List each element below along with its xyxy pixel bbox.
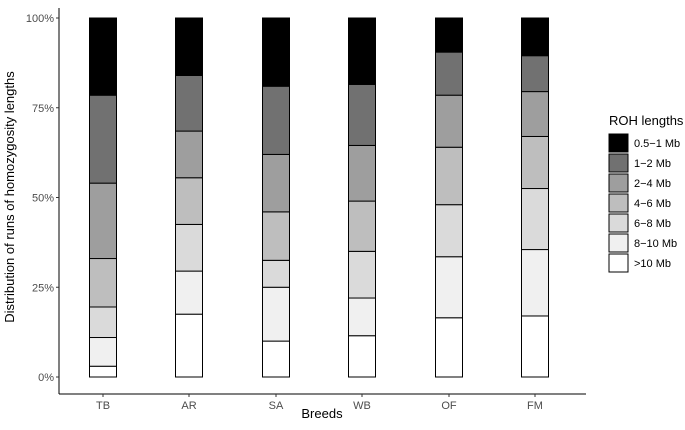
legend-key (608, 233, 629, 253)
bar-segment-wb-5 (348, 83, 376, 146)
y-tick-label: 25% (32, 282, 54, 294)
legend-title: ROH lengths (609, 113, 684, 128)
legend: ROH lengths 0.5−1 Mb 1−2 Mb 2−4 Mb 4−6 Mb 6−8… (608, 113, 684, 273)
legend-key (608, 173, 629, 193)
legend-key (608, 133, 629, 153)
bar-segment-wb-4 (348, 144, 376, 202)
x-tick-label-sa: SA (269, 400, 284, 412)
bar-segment-of-3 (435, 146, 463, 206)
x-tick-label-wb: WB (353, 400, 371, 412)
legend-key (608, 253, 629, 273)
axes-layer: 0% 25% 50% 75% 100% TB AR SA WB OF FM (26, 8, 586, 412)
legend-key (608, 213, 629, 233)
bars-layer (89, 17, 549, 378)
bar-segment-tb-3 (89, 258, 117, 308)
bar-segment-sa-2 (262, 259, 290, 288)
bar-segment-wb-2 (348, 250, 376, 299)
legend-label: 8−10 Mb (634, 238, 677, 250)
bar-segment-fm-0 (521, 315, 549, 378)
bar-segment-wb-6 (348, 17, 376, 85)
legend-label: 0.5−1 Mb (634, 138, 680, 150)
bar-segment-ar-3 (175, 177, 203, 225)
bar-segment-tb-1 (89, 337, 117, 367)
legend-label: 4−6 Mb (634, 198, 671, 210)
bar-segment-tb-2 (89, 306, 117, 339)
bar-segment-tb-5 (89, 94, 117, 184)
bar-segment-fm-3 (521, 135, 549, 190)
legend-key (608, 193, 629, 213)
bar-segment-of-4 (435, 94, 463, 148)
bar-segment-tb-6 (89, 17, 117, 96)
bar-segment-sa-4 (262, 153, 290, 213)
legend-label: 6−8 Mb (634, 218, 671, 230)
x-tick-label-of: OF (441, 400, 457, 412)
bar-segment-fm-6 (521, 17, 549, 57)
bar-segment-tb-0 (89, 365, 117, 378)
legend-label: 1−2 Mb (634, 158, 671, 170)
y-tick-label: 0% (38, 372, 54, 384)
bar-segment-of-5 (435, 51, 463, 96)
bar-segment-ar-4 (175, 130, 203, 179)
bar-segment-fm-4 (521, 91, 549, 137)
bar-segment-of-6 (435, 17, 463, 53)
bar-segment-sa-0 (262, 340, 290, 378)
bar-segment-ar-2 (175, 223, 203, 272)
bar-segment-of-1 (435, 256, 463, 319)
x-axis-title: Breeds (301, 406, 343, 421)
x-tick-label-fm: FM (527, 400, 543, 412)
y-axis-title: Distribution of runs of homozygosity len… (2, 71, 17, 323)
bar-segment-fm-2 (521, 188, 549, 251)
legend-label: 2−4 Mb (634, 178, 671, 190)
bar-segment-sa-6 (262, 17, 290, 87)
bar-segment-of-0 (435, 317, 463, 378)
bar-segment-fm-1 (521, 249, 549, 317)
bar-segment-ar-1 (175, 270, 203, 315)
y-tick-label: 50% (32, 193, 54, 205)
x-tick-label-tb: TB (96, 400, 110, 412)
bar-segment-wb-0 (348, 335, 376, 378)
bar-segment-of-2 (435, 204, 463, 258)
bar-segment-sa-5 (262, 85, 290, 155)
bar-segment-wb-3 (348, 200, 376, 252)
legend-label: >10 Mb (634, 258, 671, 270)
bar-segment-fm-5 (521, 55, 549, 93)
bar-segment-ar-0 (175, 313, 203, 378)
y-tick-label: 75% (32, 103, 54, 115)
x-tick-label-ar: AR (181, 400, 196, 412)
bar-segment-ar-6 (175, 17, 203, 76)
bar-segment-sa-1 (262, 286, 290, 342)
bar-segment-tb-4 (89, 182, 117, 260)
bar-segment-sa-3 (262, 211, 290, 261)
y-tick-label: 100% (26, 13, 54, 25)
bar-segment-ar-5 (175, 74, 203, 132)
legend-key (608, 153, 629, 173)
bar-segment-wb-1 (348, 297, 376, 337)
